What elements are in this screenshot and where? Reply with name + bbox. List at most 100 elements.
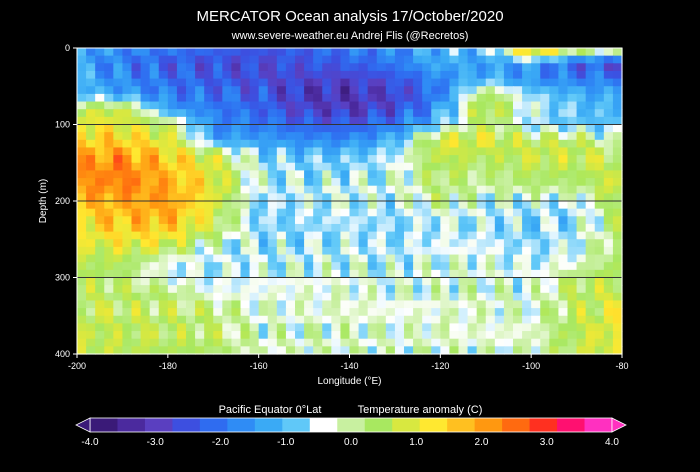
heatmap-cell xyxy=(104,139,114,149)
heatmap-cell xyxy=(86,178,96,187)
heatmap-cell xyxy=(86,338,96,347)
heatmap-cell xyxy=(476,86,487,95)
heatmap-cell xyxy=(240,78,251,87)
heatmap-cell xyxy=(186,308,196,317)
heatmap-cell xyxy=(104,70,114,80)
heatmap-cell xyxy=(585,178,596,187)
heatmap-cell xyxy=(313,178,323,187)
heatmap-cell xyxy=(149,323,160,332)
heatmap-cell xyxy=(131,170,142,179)
heatmap-cell xyxy=(304,315,314,324)
heatmap-cell xyxy=(531,124,541,133)
heatmap-cell xyxy=(603,147,614,156)
colorbar-swatch xyxy=(364,418,393,432)
heatmap-cell xyxy=(322,201,332,210)
heatmap-cell xyxy=(349,48,360,57)
heatmap-cell xyxy=(313,155,323,164)
heatmap-cell xyxy=(358,78,369,87)
heatmap-cell xyxy=(440,155,451,164)
heatmap-cell xyxy=(186,178,196,187)
heatmap-cell xyxy=(394,132,405,141)
colorbar-swatch xyxy=(282,418,311,432)
heatmap-cell xyxy=(113,208,124,217)
heatmap-cell xyxy=(522,78,532,87)
heatmap-cell xyxy=(594,55,605,64)
heatmap-cell xyxy=(367,78,378,87)
heatmap-cell xyxy=(503,300,514,309)
heatmap-cell xyxy=(385,147,396,156)
heatmap-cell xyxy=(86,223,96,233)
heatmap-cell xyxy=(313,116,323,126)
heatmap-cell xyxy=(249,246,260,256)
heatmap-cell xyxy=(422,323,432,332)
heatmap-cell xyxy=(122,269,133,279)
heatmap-cell xyxy=(122,109,133,118)
heatmap-cell xyxy=(513,70,523,80)
heatmap-cell xyxy=(376,109,387,118)
heatmap-cell xyxy=(413,109,423,118)
heatmap-cell xyxy=(322,223,332,233)
heatmap-cell xyxy=(522,185,532,194)
heatmap-cell xyxy=(358,147,369,156)
heatmap-cell xyxy=(404,292,414,302)
heatmap-cell xyxy=(458,162,469,171)
heatmap-cell xyxy=(122,93,133,103)
heatmap-cell xyxy=(313,246,323,256)
heatmap-cell xyxy=(349,315,360,324)
heatmap-cell xyxy=(195,139,205,149)
heatmap-cell xyxy=(231,48,242,57)
heatmap-cell xyxy=(285,216,296,225)
heatmap-cell xyxy=(276,124,287,133)
heatmap-cell xyxy=(458,124,469,133)
heatmap-cell xyxy=(422,101,432,110)
heatmap-cell xyxy=(449,63,460,72)
heatmap-cell xyxy=(131,78,142,87)
heatmap-cell xyxy=(340,162,351,171)
heatmap-cell xyxy=(612,231,623,240)
heatmap-cell xyxy=(376,63,387,72)
heatmap-cell xyxy=(394,269,405,279)
heatmap-cell xyxy=(376,116,387,126)
heatmap-cell xyxy=(467,78,478,87)
heatmap-cell xyxy=(476,262,487,271)
heatmap-cell xyxy=(304,170,314,179)
heatmap-cell xyxy=(458,292,469,302)
heatmap-cell xyxy=(240,323,251,332)
heatmap-cell xyxy=(467,201,478,210)
heatmap-cell xyxy=(113,269,124,279)
heatmap-cell xyxy=(458,231,469,240)
heatmap-cell xyxy=(549,216,560,225)
heatmap-cell xyxy=(567,132,578,141)
heatmap-cell xyxy=(276,323,287,332)
heatmap-cell xyxy=(313,93,323,103)
heatmap-cell xyxy=(276,254,287,263)
heatmap-cell xyxy=(349,63,360,72)
heatmap-cell xyxy=(204,70,214,80)
heatmap-cell xyxy=(149,246,160,256)
heatmap-cell xyxy=(540,239,550,248)
heatmap-cell xyxy=(349,78,360,87)
heatmap-cell xyxy=(522,178,532,187)
heatmap-cell xyxy=(267,124,278,133)
heatmap-cell xyxy=(313,78,323,87)
heatmap-cell xyxy=(594,331,605,340)
heatmap-cell xyxy=(576,86,587,95)
heatmap-cell xyxy=(222,269,233,279)
heatmap-cell xyxy=(385,269,396,279)
heatmap-cell xyxy=(440,216,451,225)
heatmap-cell xyxy=(195,201,205,210)
heatmap-cell xyxy=(540,223,550,233)
heatmap-cell xyxy=(77,101,87,110)
heatmap-cell xyxy=(513,239,523,248)
colorbar-swatch xyxy=(392,418,421,432)
heatmap-cell xyxy=(95,216,105,225)
heatmap-cell xyxy=(122,101,133,110)
heatmap-cell xyxy=(385,139,396,149)
heatmap-cell xyxy=(122,193,133,202)
heatmap-cell xyxy=(222,331,233,340)
heatmap-cell xyxy=(158,78,169,87)
heatmap-cell xyxy=(158,300,169,309)
heatmap-cell xyxy=(340,208,351,217)
heatmap-cell xyxy=(267,86,278,95)
